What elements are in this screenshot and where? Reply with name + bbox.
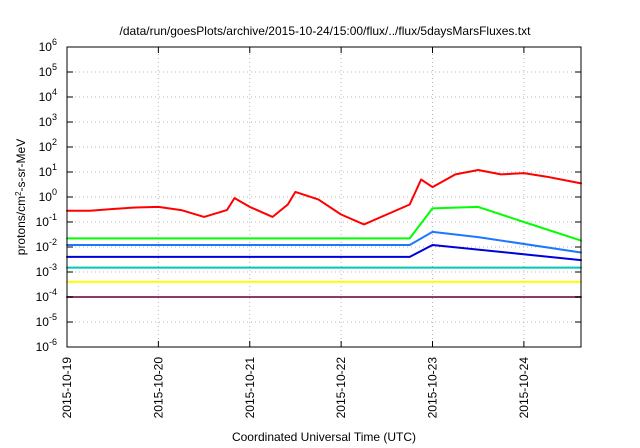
series-line-1 [66, 169, 582, 226]
y-tick-label: 10-3 [36, 262, 57, 279]
y-tick-label: 10-1 [36, 212, 57, 229]
y-tick-label: 103 [39, 112, 57, 129]
x-tick-label: 2015-10-20 [151, 357, 165, 419]
y-axis-label: protons/cm2-s-sr-MeV [14, 139, 28, 255]
x-tick-label: 2015-10-24 [517, 357, 531, 419]
series-line-3 [66, 230, 582, 254]
grid [67, 47, 581, 347]
x-tick-label: 2015-10-23 [426, 357, 440, 419]
y-tick-label: 10-4 [36, 287, 57, 304]
y-tick-label: 10-5 [36, 312, 57, 329]
series-line-4 [66, 244, 582, 262]
series-line-2 [66, 205, 582, 242]
x-axis: 2015-10-19 2015-10-20 2015-10-21 2015-10-22… [60, 47, 531, 418]
y-tick-label: 10-2 [36, 237, 57, 254]
x-tick-label: 2015-10-19 [60, 357, 74, 419]
y-tick-label: 105 [39, 62, 57, 79]
y-tick-label: 100 [39, 187, 57, 204]
x-tick-label: 2015-10-22 [334, 357, 348, 419]
y-tick-label: 10-6 [36, 337, 57, 354]
y-tick-label: 104 [39, 87, 57, 104]
y-tick-label: 106 [39, 37, 57, 54]
y-tick-label: 102 [39, 137, 57, 154]
chart-title: /data/run/goesPlots/archive/2015-10-24/1… [120, 24, 532, 38]
y-tick-label: 101 [39, 162, 57, 179]
x-axis-label: Coordinated Universal Time (UTC) [232, 430, 416, 444]
y-axis: 10-6 10-5 10-4 10-3 10-2 10-1 100 101 102 103 104 1… [36, 37, 581, 354]
x-tick-label: 2015-10-21 [243, 357, 257, 419]
data-series [66, 169, 582, 298]
